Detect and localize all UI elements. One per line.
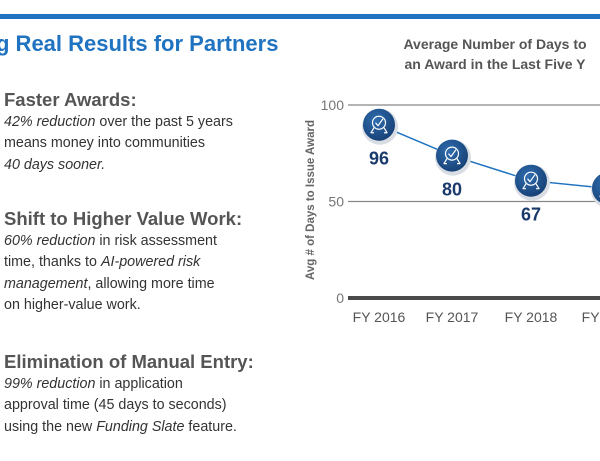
body-text: using the new (4, 418, 97, 435)
body-text: in application (95, 376, 183, 392)
chart-title: Average Number of Days to an Award in th… (360, 34, 600, 74)
chart-title-line: Average Number of Days to (403, 36, 587, 52)
chart-title-line: an Award in the Last Five Y (404, 56, 586, 72)
emphasis-text: 60% reduction (4, 233, 96, 249)
x-tick-label: FY 2018 (505, 309, 558, 325)
emphasis-text: 40 days sooner. (4, 156, 106, 173)
body-line: on higher-value work. (4, 295, 242, 316)
section-heading: Elimination of Manual Entry: (4, 351, 254, 372)
body-line: 60% reduction in risk assessment (4, 231, 242, 252)
data-label: 80 (442, 180, 462, 200)
body-line: management, allowing more time (4, 274, 242, 295)
body-text: approval time (45 days to seconds) (4, 397, 227, 414)
body-text: means money into communities (4, 135, 206, 152)
body-line: 99% reduction in application (4, 374, 254, 395)
emphasis-text: 42% reduction (4, 114, 96, 130)
body-line: time, thanks to AI-powered risk (4, 252, 242, 273)
section-higher-value-work: Shift to Higher Value Work: 60% reduction… (4, 207, 242, 316)
body-text: time, thanks to (4, 254, 101, 271)
body-line: means money into communities (4, 133, 233, 154)
section-heading: Shift to Higher Value Work: (4, 208, 243, 229)
section-manual-entry: Elimination of Manual Entry: 99% reductio… (4, 350, 254, 438)
award-check-icon (522, 171, 540, 190)
emphasis-text: AI-powered risk (100, 254, 201, 271)
body-text: feature. (184, 418, 237, 435)
section-faster-awards: Faster Awards: 42% reduction over the pas… (4, 88, 233, 176)
body-text: , allowing more time (87, 275, 215, 292)
page-title: g Real Results for Partners (0, 31, 279, 56)
award-check-icon (443, 146, 461, 165)
body-line: using the new Funding Slate feature. (4, 417, 254, 438)
award-check-icon (370, 115, 388, 134)
section-heading: Faster Awards: (4, 89, 137, 110)
y-tick-label: 0 (336, 290, 344, 306)
data-label: 67 (521, 205, 541, 225)
top-accent-bar (0, 14, 600, 19)
body-text: on higher-value work. (4, 296, 141, 313)
emphasis-text: 99% reduction (4, 376, 96, 392)
body-line: 42% reduction over the past 5 years (4, 112, 233, 133)
y-tick-label: 50 (328, 194, 344, 210)
emphasis-text: Funding Slate (96, 418, 185, 435)
body-text: over the past 5 years (95, 114, 233, 130)
y-tick-label: 100 (321, 97, 345, 113)
data-label: 96 (369, 149, 389, 169)
x-tick-label: FY 2017 (426, 309, 479, 325)
data-point-marker (592, 174, 600, 203)
x-tick-label: FY 2016 (353, 309, 406, 325)
series-line (378, 124, 600, 189)
body-text: in risk assessment (95, 233, 217, 249)
y-axis-label: Avg # of Days to Issue Award (305, 120, 317, 280)
body-line: 40 days sooner. (4, 155, 233, 176)
emphasis-text: management (4, 275, 88, 292)
body-line: approval time (45 days to seconds) (4, 395, 254, 416)
x-tick-label: FY 2019 (582, 309, 600, 325)
